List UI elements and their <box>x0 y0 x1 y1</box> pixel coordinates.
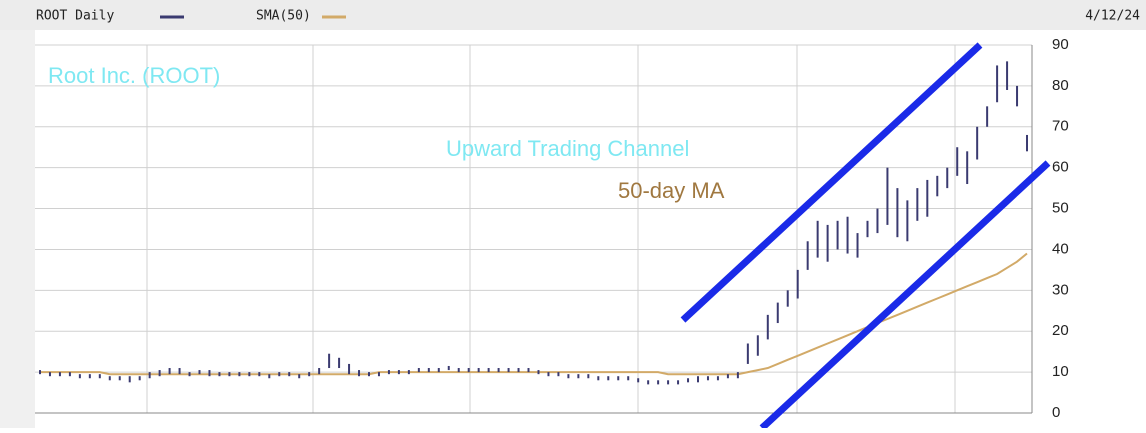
left-margin <box>0 30 35 428</box>
annotation: Root Inc. (ROOT) <box>48 63 220 88</box>
y-tick-label: 50 <box>1052 200 1069 217</box>
y-tick-label: 10 <box>1052 363 1069 380</box>
legend-label: ROOT Daily <box>36 9 114 24</box>
y-tick-label: 60 <box>1052 159 1069 176</box>
y-tick-label: 80 <box>1052 77 1069 94</box>
date-label: 4/12/24 <box>1085 9 1140 24</box>
y-tick-label: 40 <box>1052 240 1069 257</box>
annotation: 50-day MA <box>618 178 725 203</box>
vertical-grid <box>146 45 956 413</box>
header-bar <box>0 0 1146 30</box>
sma-line <box>40 252 1028 376</box>
y-tick-label: 70 <box>1052 118 1069 135</box>
y-tick-label: 30 <box>1052 281 1069 298</box>
channel-line <box>680 42 983 323</box>
legend-label: SMA(50) <box>256 9 311 24</box>
y-tick-label: 0 <box>1052 404 1060 421</box>
y-tick-label: 90 <box>1052 36 1069 53</box>
channel-line <box>759 160 1051 431</box>
annotation: Upward Trading Channel <box>446 136 689 161</box>
y-tick-label: 20 <box>1052 322 1069 339</box>
